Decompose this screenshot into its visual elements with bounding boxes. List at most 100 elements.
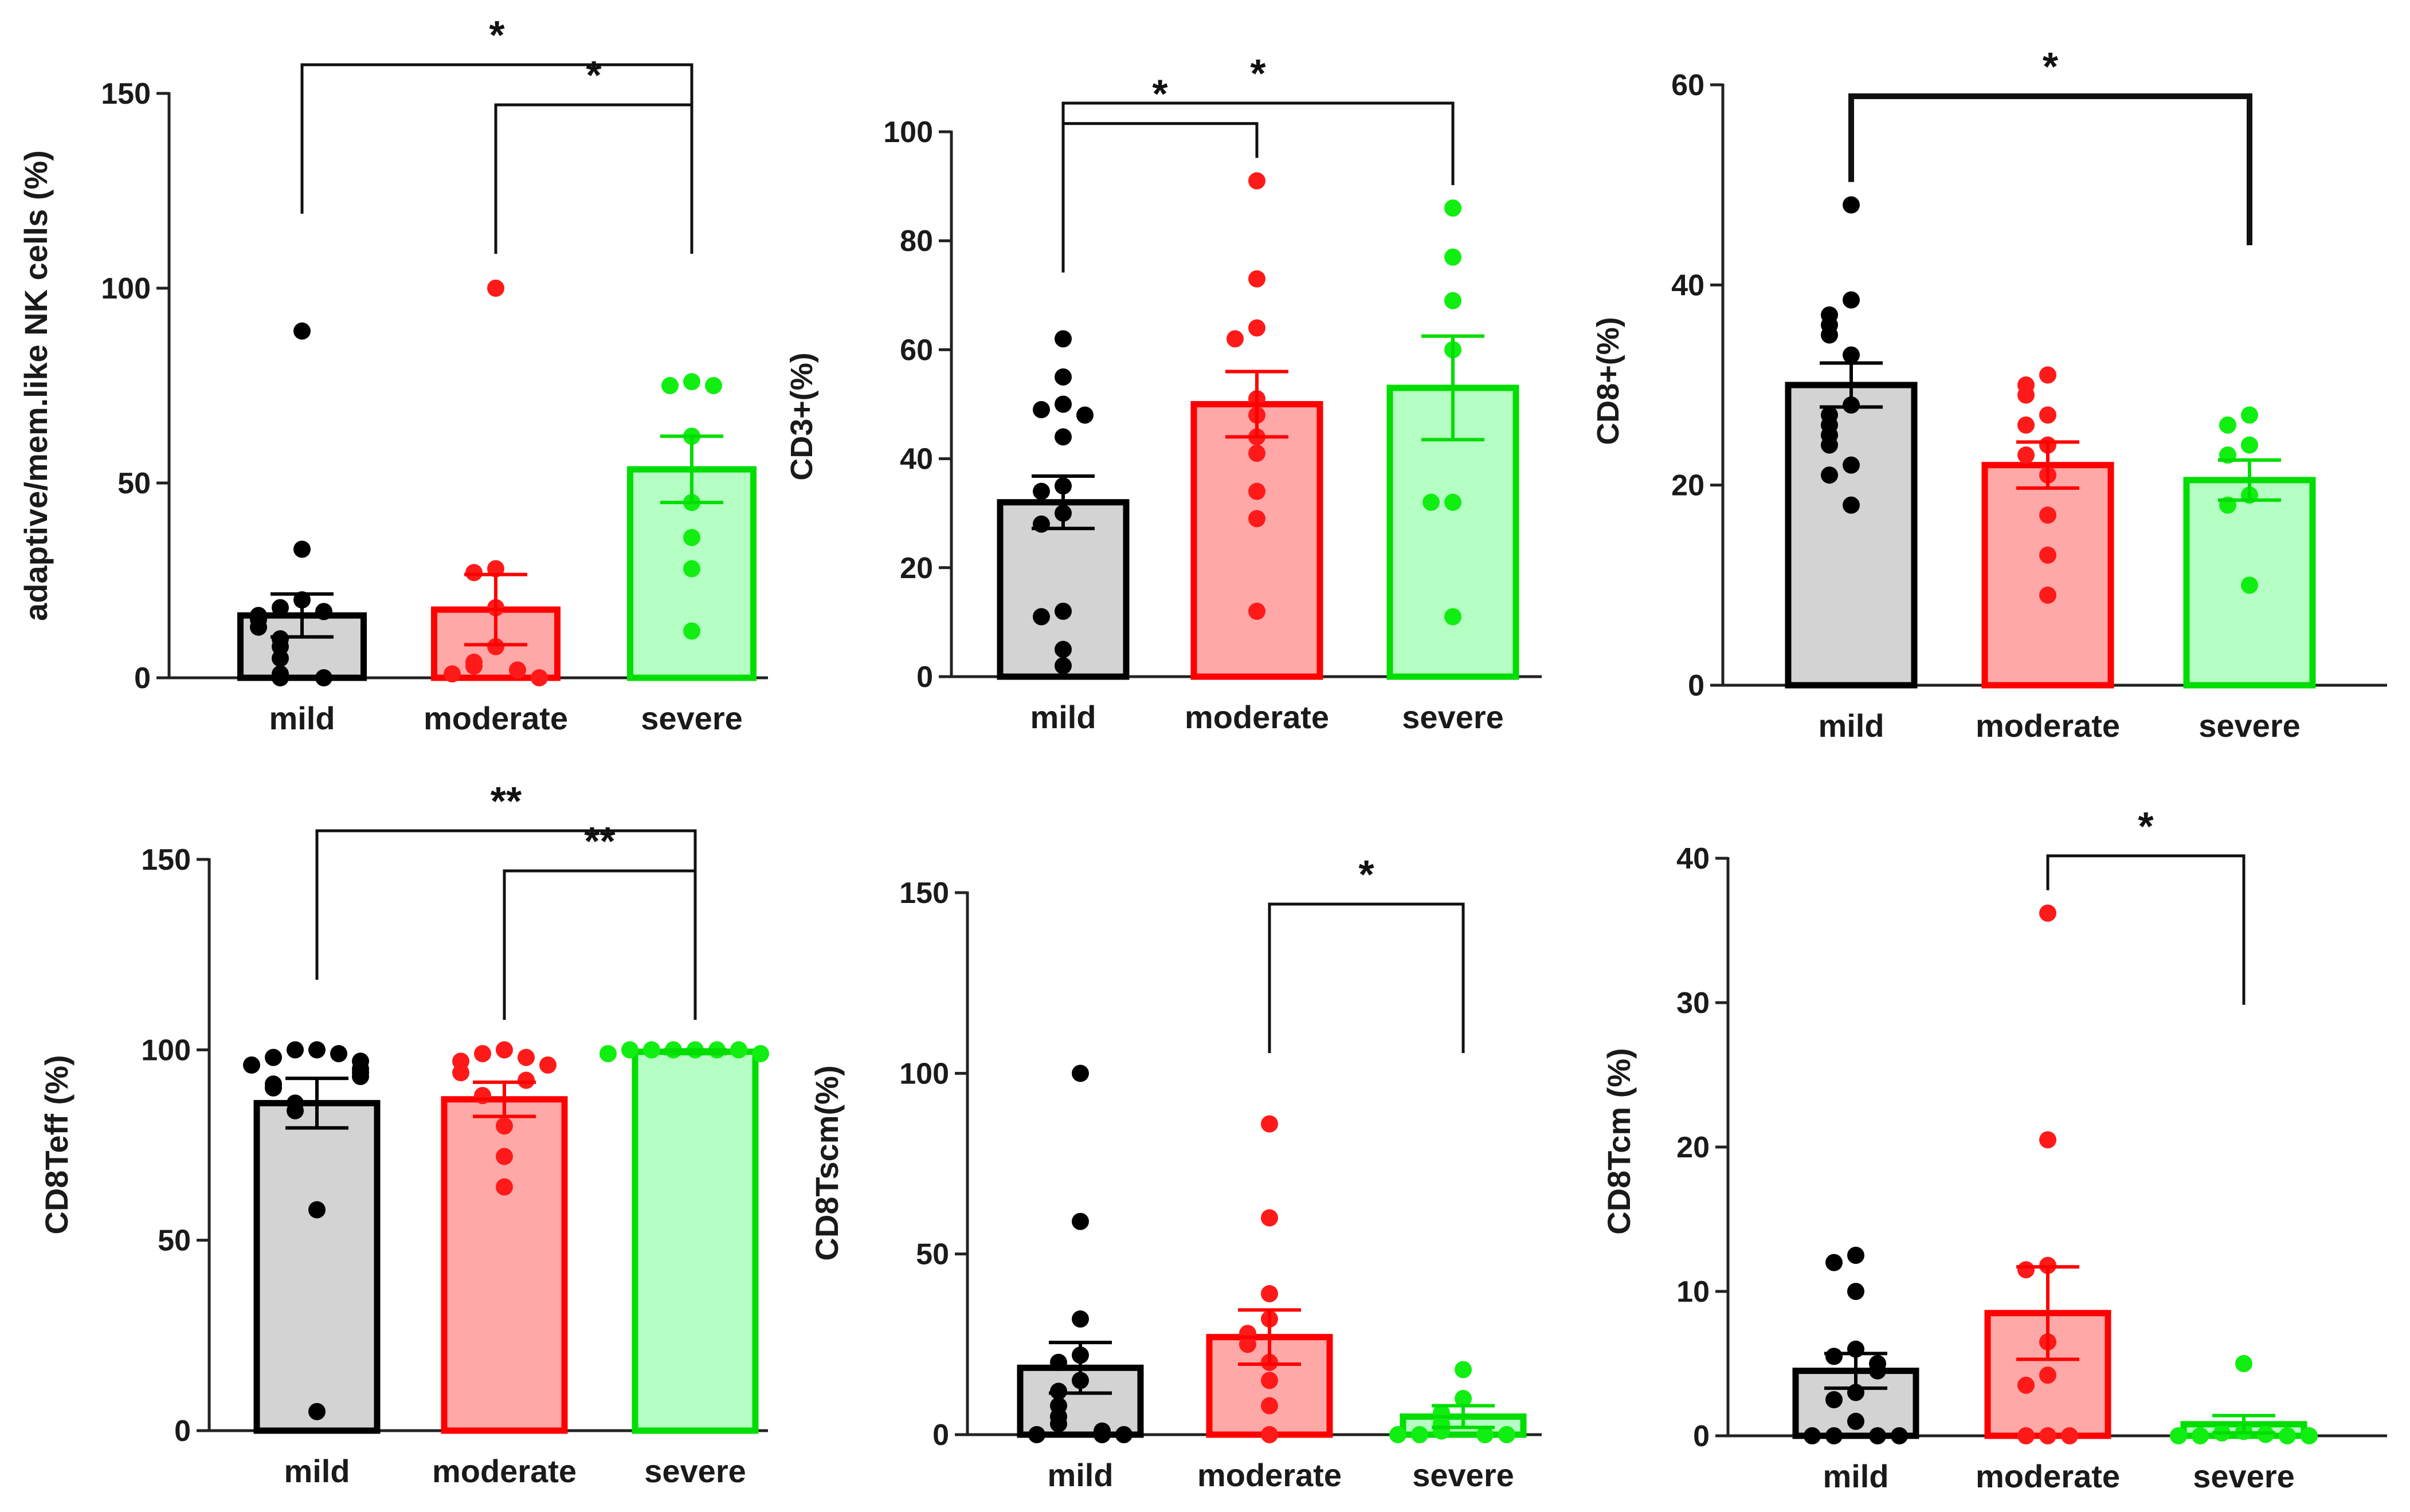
data-point-moderate (496, 1148, 513, 1165)
data-point-moderate (1261, 1426, 1278, 1443)
data-point-mild (1843, 496, 1860, 514)
data-point-mild (272, 599, 289, 616)
data-point-mild (1843, 291, 1860, 309)
y-tick-label: 0 (916, 661, 933, 694)
significance-bracket (300, 63, 693, 214)
data-point-mild (1115, 1426, 1132, 1443)
y-axis-label: CD3+(%) (785, 352, 819, 481)
data-point-moderate (2039, 506, 2056, 524)
x-tick-label-moderate: moderate (1976, 1458, 2120, 1494)
y-tick-label: 100 (101, 272, 151, 305)
data-point-severe (1455, 1389, 1472, 1407)
x-tick-label-moderate: moderate (1197, 1457, 1342, 1493)
data-point-moderate (2039, 406, 2056, 424)
data-point-mild (1847, 1412, 1864, 1430)
x-tick-label-moderate: moderate (1185, 699, 1329, 735)
data-point-mild (1891, 1427, 1908, 1444)
data-point-mild (1055, 428, 1072, 446)
data-point-severe (1444, 248, 1461, 266)
data-point-mild (1847, 1247, 1864, 1264)
significance-label: * (2043, 44, 2059, 89)
data-point-moderate (496, 1178, 513, 1196)
data-point-mild (287, 1102, 304, 1120)
data-point-mild (308, 1403, 326, 1420)
y-tick-label: 40 (900, 443, 933, 476)
bar-mild (1785, 382, 1918, 689)
data-point-severe (1455, 1361, 1472, 1379)
bar-mild (253, 1099, 381, 1434)
data-point-moderate (1248, 482, 1265, 500)
y-tick-label: 100 (899, 1057, 949, 1090)
x-tick-label-severe: severe (641, 700, 743, 736)
data-point-mild (250, 618, 267, 636)
data-point-mild (1825, 1391, 1843, 1408)
y-tick-label: 10 (1676, 1275, 1710, 1309)
data-point-mild (1825, 1254, 1843, 1271)
data-point-severe (1389, 1426, 1406, 1443)
data-point-moderate (444, 665, 461, 683)
data-point-severe (2301, 1427, 2318, 1444)
data-point-moderate (2039, 1366, 2056, 1384)
data-point-moderate (2039, 546, 2056, 564)
x-tick-label-severe: severe (2199, 708, 2301, 744)
x-tick-label-mild: mild (284, 1453, 350, 1489)
data-point-mild (287, 1041, 304, 1059)
data-point-mild (1033, 401, 1050, 419)
y-tick-label: 50 (158, 1224, 191, 1258)
data-point-moderate (452, 1064, 469, 1082)
data-point-mild (1055, 641, 1072, 658)
data-point-severe (705, 377, 722, 394)
x-tick-label-moderate: moderate (1976, 708, 2120, 744)
data-point-severe (2235, 1355, 2252, 1372)
data-point-mild (352, 1067, 369, 1085)
data-point-moderate (509, 661, 526, 679)
bar-moderate (1981, 462, 2114, 689)
data-point-mild (315, 603, 332, 620)
data-point-severe (1423, 493, 1440, 511)
chart-panel-1: adaptive/mem.like NK cells (%) 0 50 100 150 m… (18, 13, 768, 736)
y-tick-label: 60 (1671, 69, 1704, 102)
bar-moderate (441, 1096, 568, 1434)
data-point-severe (2219, 416, 2236, 434)
data-point-mild (1050, 1383, 1067, 1400)
x-tick-label-mild: mild (269, 700, 335, 736)
data-point-moderate (474, 1087, 491, 1105)
data-point-severe (683, 560, 700, 578)
y-axis-label: CD8+(%) (1591, 317, 1625, 445)
data-point-moderate (518, 1071, 535, 1089)
x-tick-label-severe: severe (2193, 1458, 2295, 1494)
data-point-moderate (2061, 1427, 2078, 1444)
data-point-moderate (1248, 319, 1265, 337)
significance-bracket (2046, 854, 2246, 1005)
data-point-severe (599, 1044, 617, 1062)
data-point-severe (661, 377, 679, 394)
data-point-mild (1821, 436, 1838, 454)
y-tick-label: 100 (141, 1034, 191, 1067)
data-point-mild (293, 322, 311, 340)
y-tick-label: 150 (101, 77, 151, 111)
data-point-mild (1825, 1348, 1843, 1365)
data-point-mild (1055, 602, 1072, 620)
y-tick-label: 40 (1671, 269, 1704, 302)
data-point-mild (1847, 1283, 1864, 1300)
y-tick-label: 80 (900, 225, 933, 258)
data-point-moderate (1261, 1372, 1278, 1389)
data-point-moderate (2039, 1427, 2056, 1444)
data-point-moderate (2017, 446, 2035, 464)
data-point-severe (1476, 1426, 1494, 1443)
data-point-mild (1072, 1310, 1089, 1328)
data-point-moderate (1248, 510, 1265, 528)
y-tick-label: 0 (1688, 669, 1704, 702)
data-point-severe (2192, 1427, 2209, 1444)
significance-bracket (503, 869, 697, 1020)
y-tick-label: 50 (916, 1238, 949, 1271)
data-point-mild (1072, 1212, 1089, 1230)
data-point-moderate (1239, 1336, 1256, 1353)
x-tick-label-severe: severe (644, 1453, 746, 1489)
x-tick-label-severe: severe (1412, 1457, 1514, 1493)
data-point-mild (1825, 1427, 1843, 1444)
significance-bracket (1848, 93, 2252, 245)
data-point-severe (1444, 608, 1461, 626)
data-point-mild (1055, 657, 1072, 674)
